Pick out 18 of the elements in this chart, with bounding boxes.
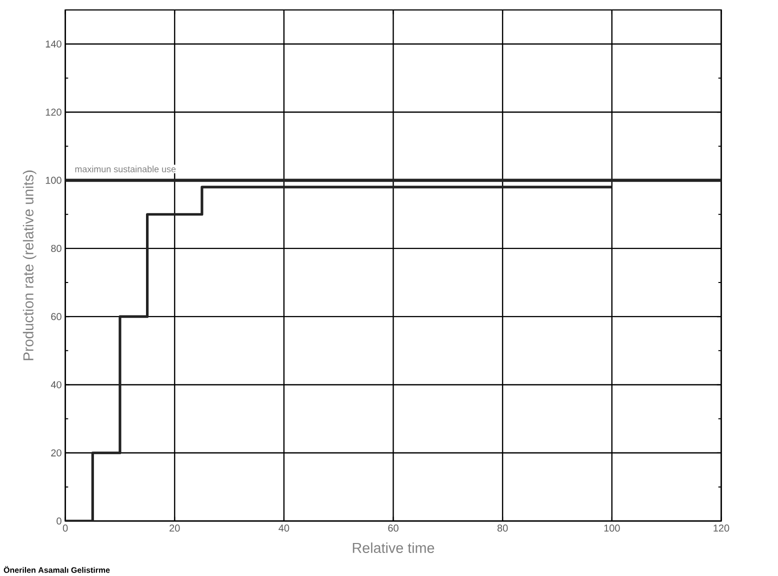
x-tick-label: 20 [170, 524, 180, 532]
x-axis-title: Relative time [352, 542, 434, 553]
x-tick-label: 40 [278, 524, 290, 532]
x-tick-label: 100 [604, 524, 620, 532]
y-tick-label: 120 [46, 108, 62, 116]
y-tick-label: 60 [51, 312, 62, 320]
y-tick-label: 0 [56, 517, 62, 524]
y-tick-label: 40 [50, 381, 62, 388]
y-tick-label: 80 [51, 244, 62, 252]
x-tick-label: 60 [388, 524, 398, 532]
y-tick-label: 20 [51, 449, 62, 456]
x-tick-label: 80 [497, 524, 508, 532]
ref-line-label: maximun sustainable use [75, 165, 176, 172]
y-tick-label: 100 [46, 176, 62, 184]
x-tick-label: 0 [62, 524, 68, 532]
x-tick-label: 120 [714, 524, 730, 532]
y-tick-label: 140 [46, 40, 62, 48]
y-axis-title: Production rate (relative units) [22, 170, 36, 360]
